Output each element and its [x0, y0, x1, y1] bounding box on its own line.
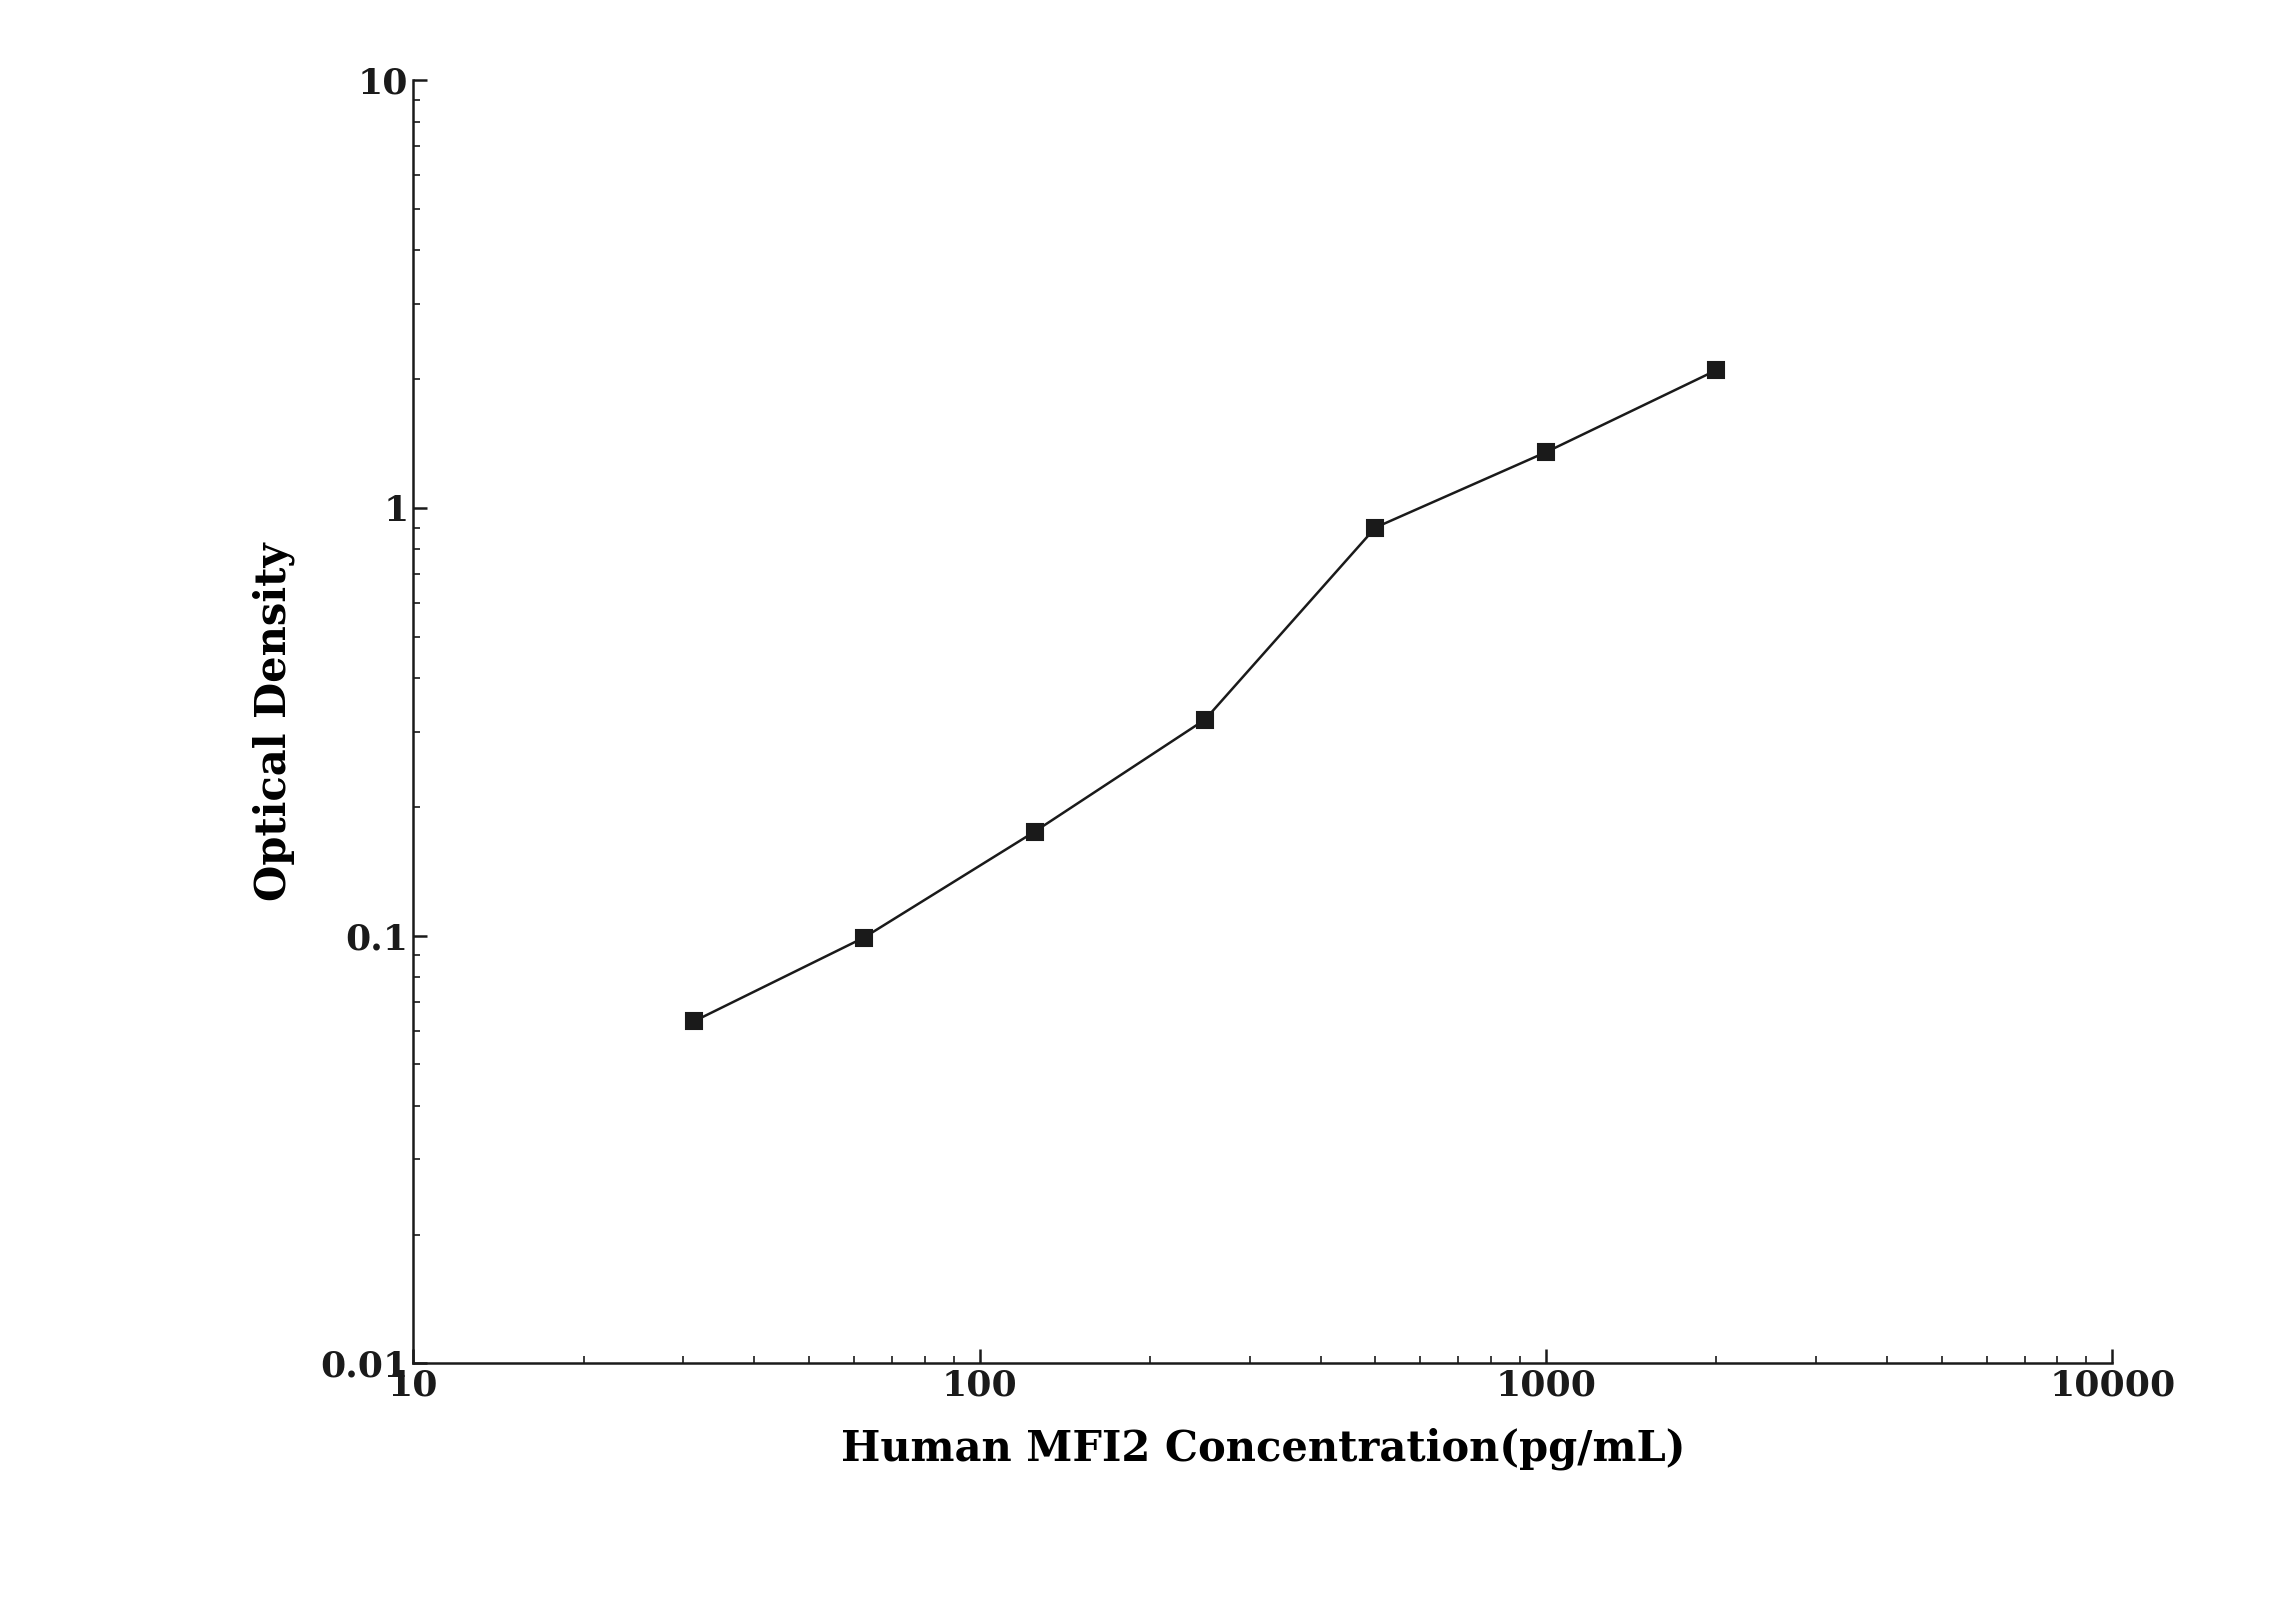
Y-axis label: Optical Density: Optical Density [253, 542, 296, 901]
X-axis label: Human MFI2 Concentration(pg/mL): Human MFI2 Concentration(pg/mL) [840, 1428, 1685, 1469]
